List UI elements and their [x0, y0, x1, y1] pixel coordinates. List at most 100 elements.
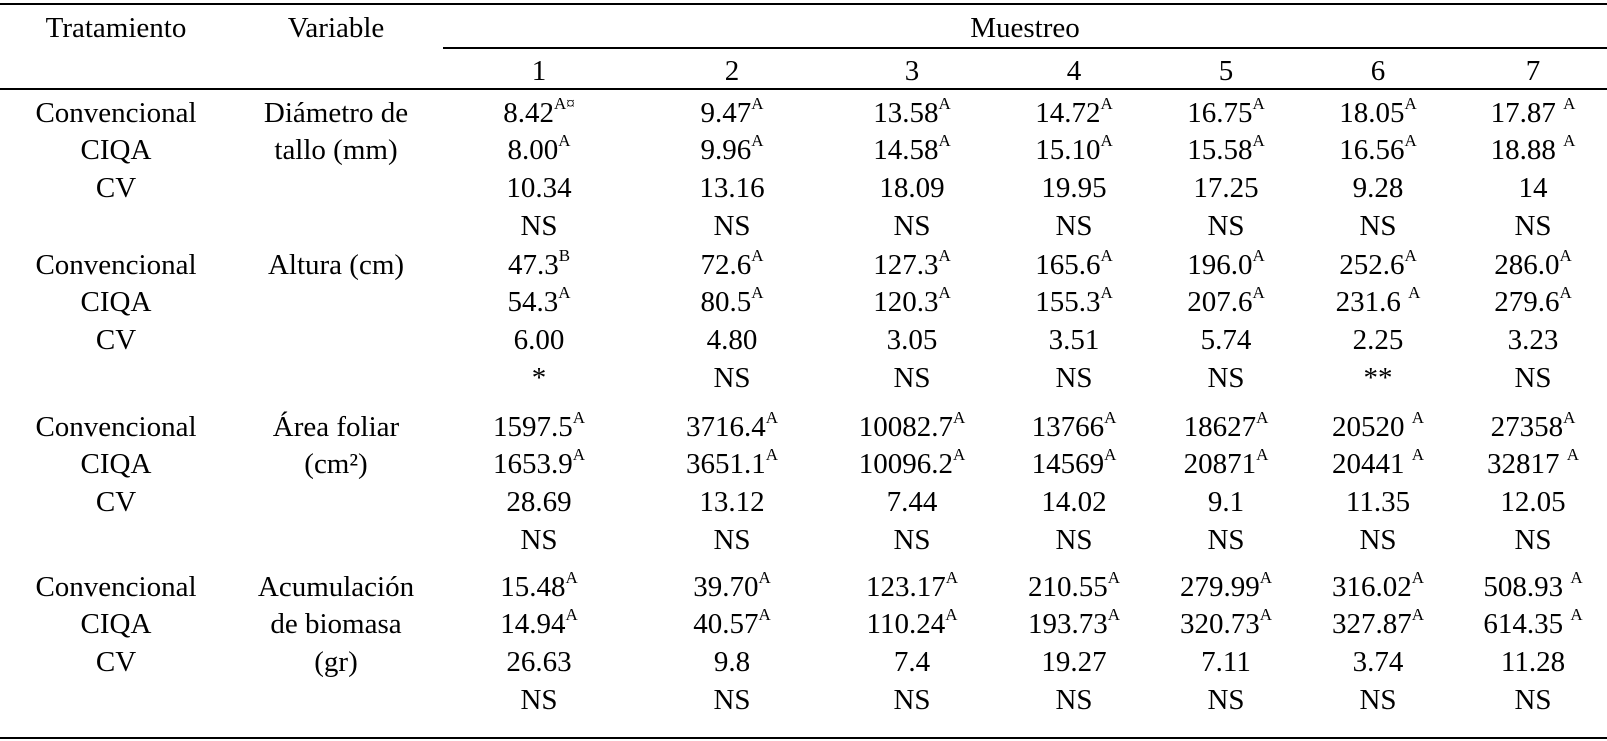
- variable-name: tallo (mm): [274, 134, 398, 166]
- significance-letter: A: [1259, 605, 1273, 625]
- table-cell: 14.02: [1041, 485, 1106, 519]
- table-cell: 28.69: [506, 485, 571, 519]
- cell-value: 1597.5: [492, 411, 573, 443]
- table-cell: 40.57A: [693, 606, 771, 641]
- cell-value: 72.6: [700, 249, 752, 281]
- table-cell: 14.72A: [1035, 95, 1113, 130]
- cell-value: NS: [1055, 210, 1093, 242]
- cell-value: 26.63: [506, 646, 572, 678]
- cell-value: 320.73: [1179, 608, 1260, 640]
- treatment-label: CIQA: [80, 448, 152, 480]
- header-variable: Variable: [287, 12, 385, 44]
- cell-value: 11.28: [1500, 646, 1566, 678]
- significance-letter: A: [758, 568, 771, 588]
- table-cell: 14569A: [1032, 446, 1117, 481]
- header-treatment: Tratamiento: [45, 12, 187, 44]
- cell-value: 316.02: [1331, 571, 1412, 603]
- table-cell: 3.05: [887, 323, 938, 357]
- cell-value: NS: [1207, 362, 1245, 394]
- table-cell: 210.55A: [1027, 568, 1121, 604]
- cell-value: 3651.1: [685, 448, 766, 480]
- table-cell: 327.87A: [1332, 606, 1424, 641]
- cell-value: 7.11: [1201, 646, 1251, 678]
- table-cell: NS: [1359, 523, 1396, 557]
- sample-number-2: 2: [724, 55, 740, 87]
- table-cell: 9.96A: [700, 132, 763, 167]
- cell-value: 39.70: [693, 571, 759, 603]
- cell-value: NS: [1359, 684, 1397, 716]
- cell-value: 17.25: [1193, 172, 1259, 204]
- significance-letter: A: [1107, 568, 1121, 588]
- table-bottom-rule: [0, 737, 1607, 739]
- cell-value: NS: [713, 684, 751, 716]
- table-cell: 8.42A¤: [503, 95, 575, 130]
- table-cell: 16.75A: [1187, 95, 1265, 130]
- variable-name: (cm²): [304, 448, 368, 480]
- significance-letter: A: [1100, 246, 1113, 266]
- cell-value: NS: [1514, 684, 1552, 716]
- table-cell: 193.73A: [1027, 606, 1120, 641]
- significance-letter: A: [938, 94, 951, 114]
- variable-name: de biomasa: [270, 608, 402, 640]
- header-sampling: Muestreo: [970, 12, 1080, 44]
- table-cell: 3.74: [1353, 645, 1404, 679]
- cell-value: 193.73: [1027, 608, 1108, 640]
- significance-letter: A: [938, 283, 951, 303]
- table-cell: 196.0A: [1187, 247, 1265, 282]
- table-cell: NS: [713, 209, 750, 243]
- cell-value: 8.42: [503, 97, 554, 129]
- significance-letter: A: [1570, 605, 1583, 625]
- muestreo-rule: [443, 47, 1607, 49]
- table-cell: NS: [520, 523, 557, 557]
- cell-value: NS: [1055, 524, 1093, 556]
- cell-value: 14: [1518, 172, 1548, 204]
- cell-value: 17.87: [1490, 97, 1564, 129]
- significance-letter: A: [1411, 408, 1425, 428]
- cell-value: 6.00: [513, 324, 565, 356]
- table-cell: 13.58A: [873, 94, 951, 130]
- sample-number-4: 4: [1066, 55, 1082, 87]
- table-cell: 6.00: [514, 323, 565, 357]
- cell-value: NS: [1207, 210, 1245, 242]
- table-cell: 2.25: [1353, 323, 1404, 357]
- table-cell: 155.3A: [1035, 284, 1113, 319]
- table-cell: NS: [1207, 361, 1244, 395]
- significance-letter: A: [952, 445, 966, 465]
- cell-value: 508.93: [1483, 571, 1571, 603]
- significance-letter: A: [1563, 408, 1576, 428]
- cell-value: 14.72: [1035, 97, 1101, 129]
- treatment-label: Convencional: [35, 411, 197, 443]
- table-cell: 11.28: [1501, 645, 1565, 679]
- cell-value: 9.28: [1352, 172, 1404, 204]
- table-cell: **: [1364, 361, 1393, 395]
- variable-name: Diámetro de: [263, 97, 409, 129]
- sample-number-7: 7: [1525, 55, 1541, 87]
- table-cell: 54.3A: [507, 284, 570, 319]
- cell-value: 19.27: [1041, 646, 1107, 678]
- significance-letter: A: [558, 131, 571, 151]
- significance-letter: A: [1104, 408, 1117, 428]
- cell-value: 165.6: [1035, 249, 1101, 281]
- table-cell: 508.93 A: [1483, 568, 1583, 604]
- cell-value: 210.55: [1027, 571, 1108, 603]
- treatment-label: CV: [95, 486, 137, 518]
- significance-letter: A: [1404, 131, 1417, 151]
- variable-name: (gr): [314, 646, 358, 678]
- cell-value: 279.6: [1494, 286, 1560, 318]
- cell-value: NS: [713, 210, 751, 242]
- table-cell: 20520 A: [1332, 408, 1425, 444]
- variable-name: Área foliar: [272, 411, 400, 443]
- table-cell: 207.6A: [1187, 284, 1265, 319]
- table-cell: 123.17A: [866, 569, 958, 604]
- table-cell: 18.09: [879, 171, 944, 205]
- table-cell: 110.24A: [867, 606, 958, 641]
- sample-number-6: 6: [1370, 55, 1386, 87]
- cell-value: 13.12: [699, 486, 765, 518]
- table-cell: 10.34: [506, 171, 571, 205]
- table-cell: 14.94A: [500, 606, 578, 641]
- significance-letter: A: [1570, 568, 1583, 588]
- cell-value: 231.6: [1335, 286, 1409, 318]
- cell-value: 13766: [1031, 411, 1105, 443]
- cell-value: 9.47: [700, 97, 752, 129]
- table-cell: NS: [1207, 209, 1244, 243]
